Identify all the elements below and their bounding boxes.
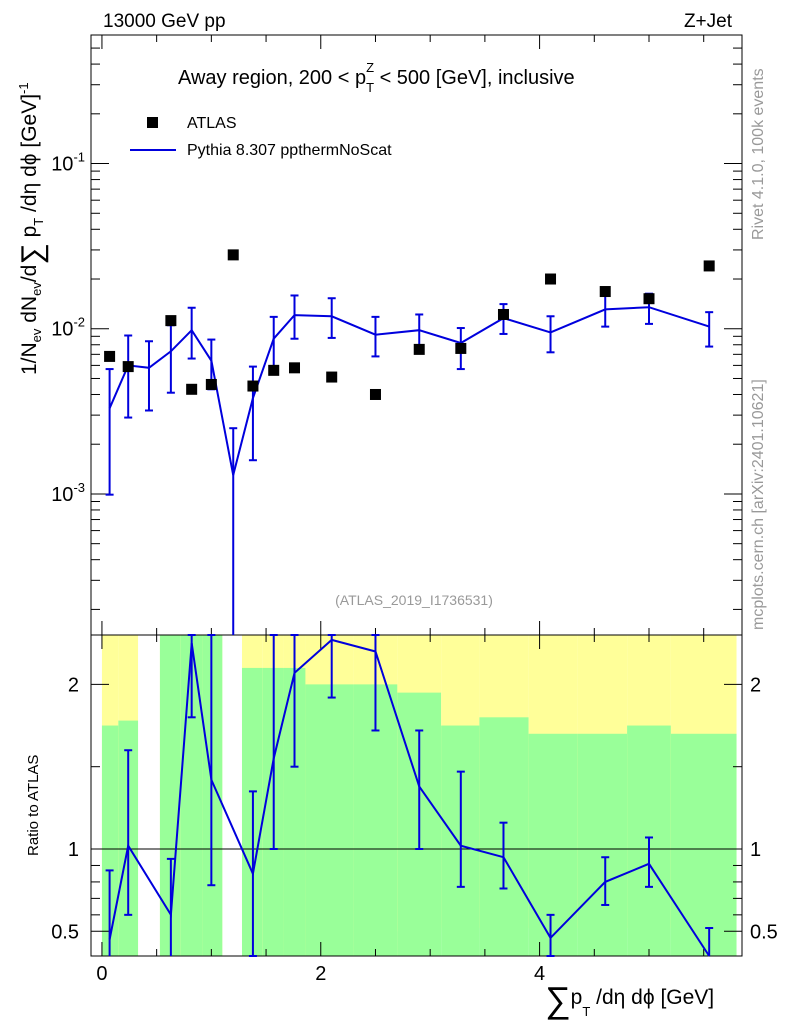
data-point: [413, 343, 425, 355]
y-tick-label: 10-1: [51, 150, 85, 176]
data-point: [369, 388, 381, 400]
side-text-top: Rivet 4.1.0, 100k events: [750, 68, 767, 240]
band-inner-bin: [577, 733, 628, 956]
header-right: Z+Jet: [684, 11, 733, 32]
data-point: [599, 286, 611, 298]
y-tick-label: 10-2: [51, 315, 85, 341]
y-tick-label: 10-3: [51, 480, 85, 506]
ratio-panel-frame: [90, 634, 743, 957]
legend-mc-label: Pythia 8.307 ppthermNoScat: [187, 142, 392, 159]
band-inner-bin: [305, 684, 354, 956]
data-point: [268, 364, 280, 376]
plot-title: Away region, 200 < pTZ < 500 [GeV], incl…: [178, 60, 575, 95]
band-inner-bin: [283, 667, 306, 956]
data-point: [289, 362, 301, 374]
band-inner-bin: [159, 635, 181, 956]
data-series-main: [104, 249, 715, 400]
band-inner-bin: [202, 635, 223, 956]
legend-data-marker: [147, 117, 158, 128]
mc-series-ratio: [105, 634, 714, 957]
ratio-y-tick-label: 1: [68, 839, 79, 861]
data-point: [643, 293, 655, 305]
ratio-y-tick-label: 2: [68, 674, 79, 696]
ratio-y-tick-label: 0.5: [51, 921, 79, 943]
data-point: [545, 273, 557, 285]
ratio-y-tick-label-right: 2: [750, 674, 761, 696]
band-inner-bin: [101, 725, 119, 956]
axis-ticks: 0 2 4 10-3 10-2 10-1 0.5 0.5 1 1 2 2: [51, 35, 778, 985]
data-point: [455, 342, 467, 354]
data-point: [122, 361, 134, 373]
data-point: [703, 260, 715, 272]
y-axis-label-main: 1/Nev dNev/d∑ pT /dη dϕ [GeV]-1: [16, 82, 49, 375]
band-inner-bin: [670, 733, 737, 956]
y-axis-label-ratio: Ratio to ATLAS: [25, 755, 42, 856]
data-point: [497, 308, 509, 320]
mc-series-main: [105, 292, 714, 635]
data-point: [104, 350, 116, 362]
x-axis-label: ∑pT /dη dϕ [GeV]: [545, 979, 714, 1020]
data-point: [186, 383, 198, 395]
mc-line: [108, 306, 710, 476]
x-tick-label: 0: [96, 963, 107, 985]
data-point: [326, 371, 338, 383]
data-point: [227, 249, 239, 261]
x-tick-label: 4: [534, 963, 545, 985]
data-point: [205, 378, 217, 390]
ratio-y-tick-label-right: 0.5: [750, 921, 778, 943]
header-left: 13000 GeV pp: [103, 11, 226, 32]
analysis-watermark: (ATLAS_2019_I1736531): [335, 592, 493, 608]
band-inner-bin: [528, 733, 578, 956]
legend-data-label: ATLAS: [187, 115, 237, 132]
data-point: [165, 315, 177, 327]
x-tick-label: 2: [315, 963, 326, 985]
side-text-bottom: mcplots.cern.ch [arXiv:2401.10621]: [750, 379, 767, 630]
ratio-y-tick-label-right: 1: [750, 839, 761, 861]
data-point: [247, 380, 259, 392]
